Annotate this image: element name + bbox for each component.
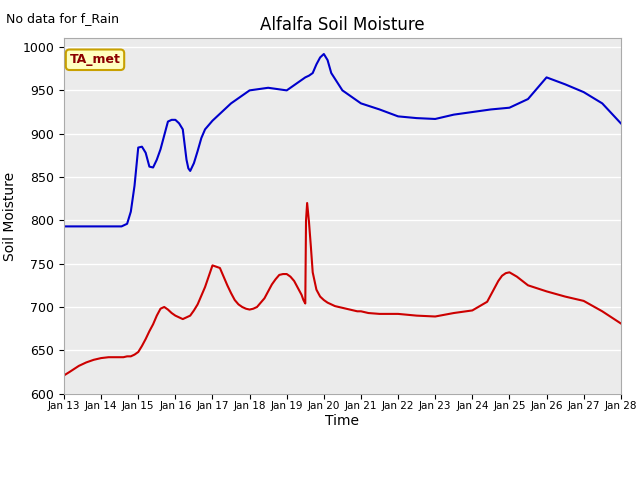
- Y-axis label: Soil Moisture: Soil Moisture: [3, 171, 17, 261]
- X-axis label: Time: Time: [325, 414, 360, 428]
- Legend: Theta10cm, Theta20cm: Theta10cm, Theta20cm: [216, 475, 469, 480]
- Text: No data for f_Rain: No data for f_Rain: [6, 12, 120, 25]
- Text: TA_met: TA_met: [70, 53, 120, 66]
- Title: Alfalfa Soil Moisture: Alfalfa Soil Moisture: [260, 16, 425, 34]
